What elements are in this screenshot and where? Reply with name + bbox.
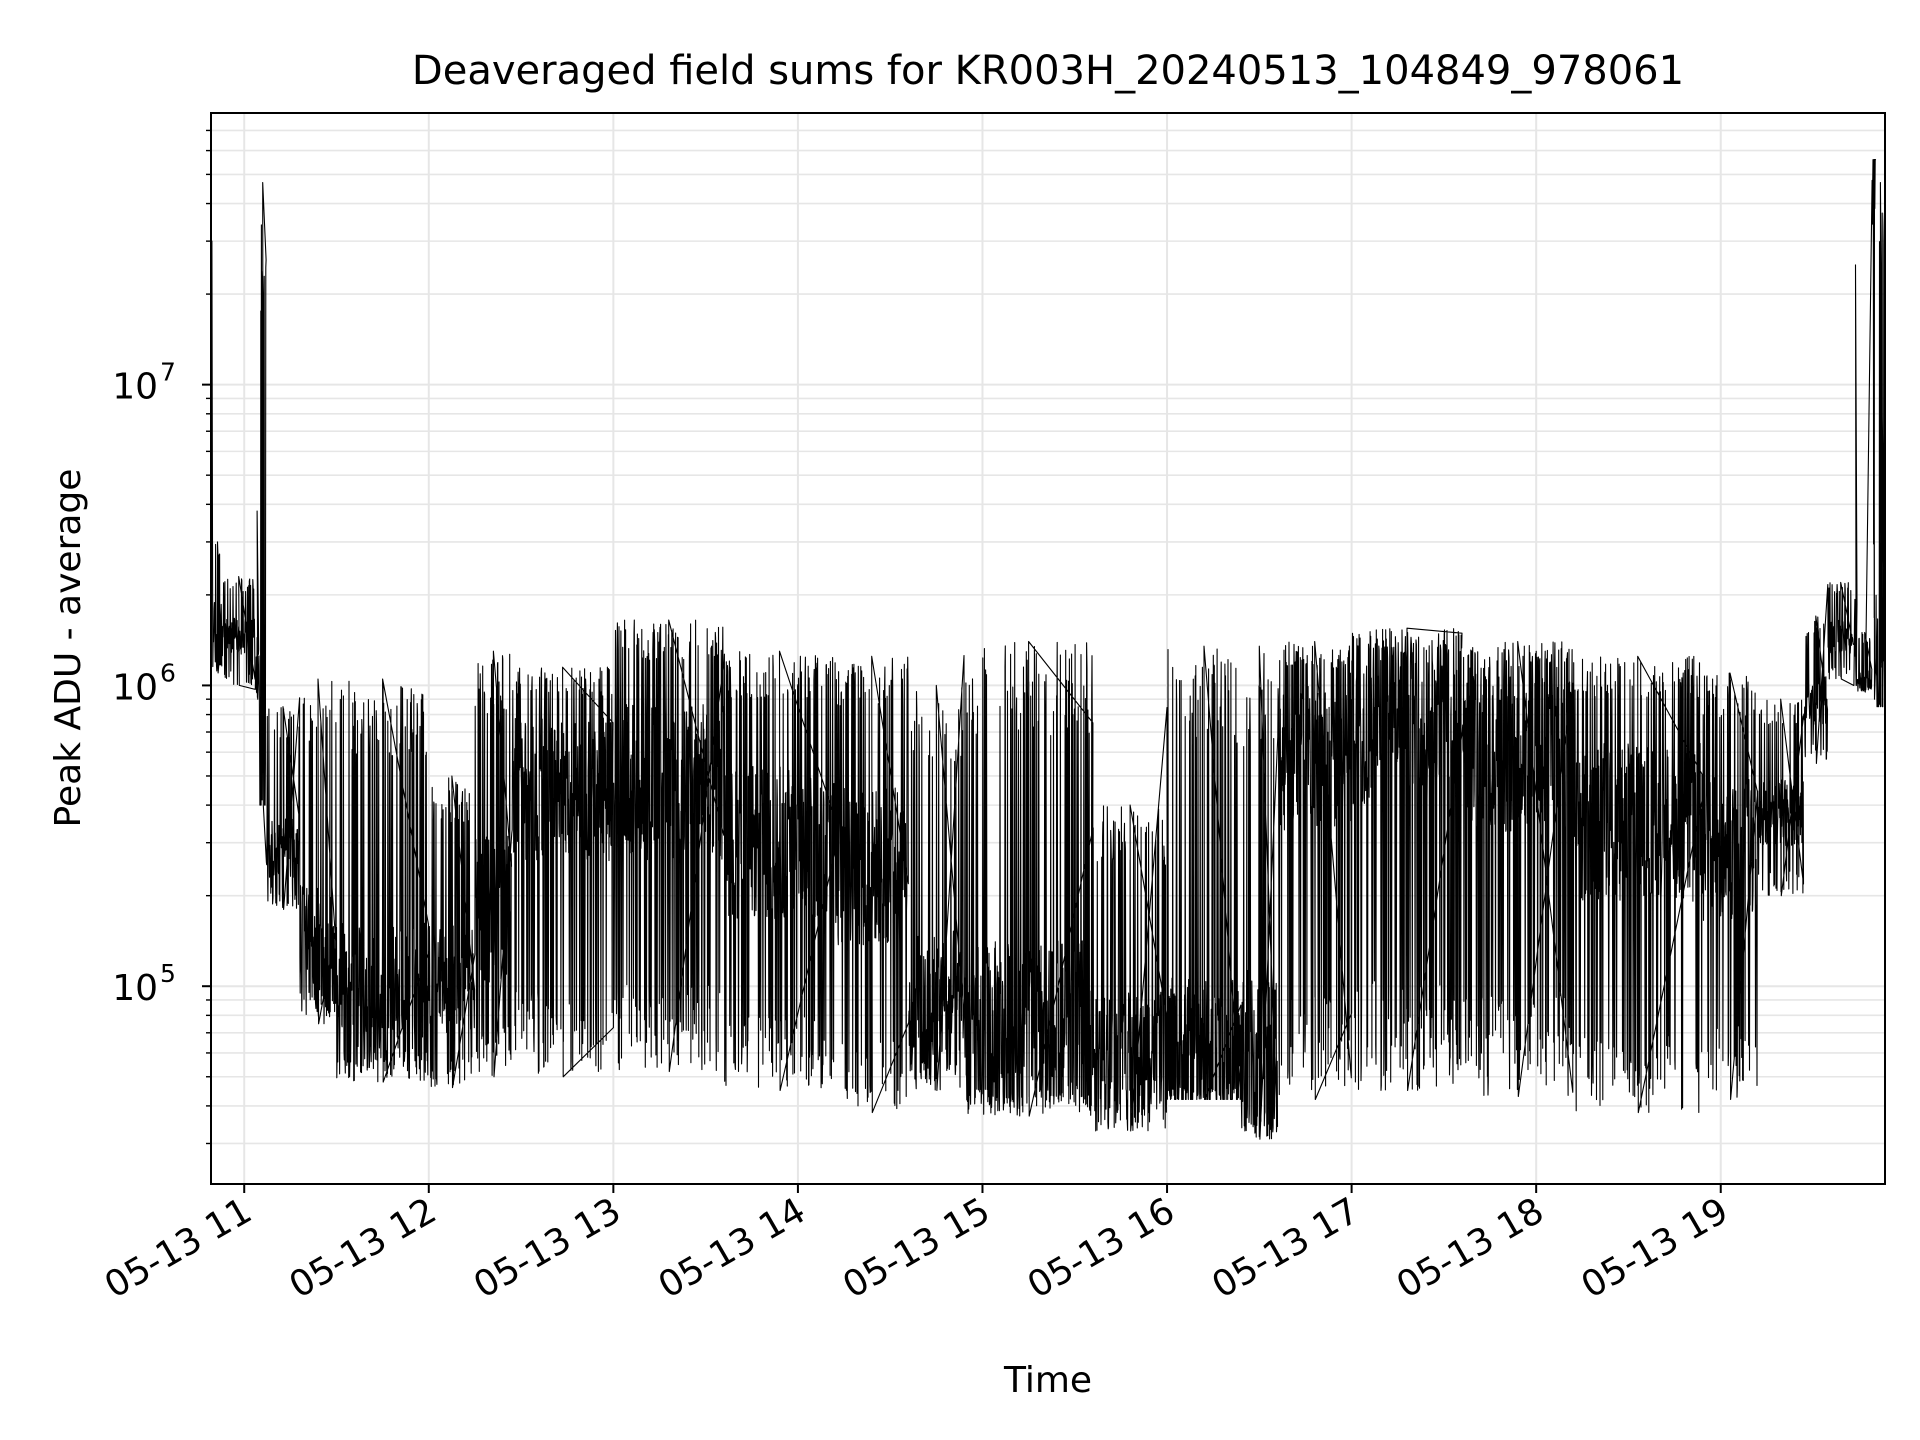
x-tick-label: 05-13 12 [283,1190,444,1306]
x-tick-label: 05-13 17 [1205,1190,1366,1306]
x-tick-label: 05-13 18 [1390,1190,1551,1306]
x-tick-label: 05-13 16 [1021,1190,1182,1306]
y-tick-label: 10 7 [112,358,176,408]
y-tick-label-base: 10 [112,968,158,1009]
x-tick-label: 05-13 11 [98,1190,259,1306]
x-tick-label: 05-13 15 [836,1190,997,1306]
y-tick-label: 10 6 [112,658,176,708]
x-axis-label: Time [1003,1360,1092,1401]
y-tick-label-exponent: 6 [160,658,176,687]
y-tick-label: 10 5 [112,959,176,1009]
y-axis-label: Peak ADU - average [48,469,89,828]
series-line [211,159,1885,1140]
chart-title: Deaveraged field sums for KR003H_2024051… [412,48,1684,94]
y-tick-label-base: 10 [112,667,158,708]
y-tick-label-exponent: 5 [160,959,176,988]
data-layer [211,159,1885,1140]
y-tick-label-base: 10 [112,367,158,408]
y-tick-label-exponent: 7 [160,358,176,387]
axes-frame [210,112,1886,1185]
x-tick-label: 05-13 19 [1575,1190,1736,1306]
x-tick-label: 05-13 14 [652,1190,813,1306]
x-tick-label: 05-13 13 [467,1190,628,1306]
